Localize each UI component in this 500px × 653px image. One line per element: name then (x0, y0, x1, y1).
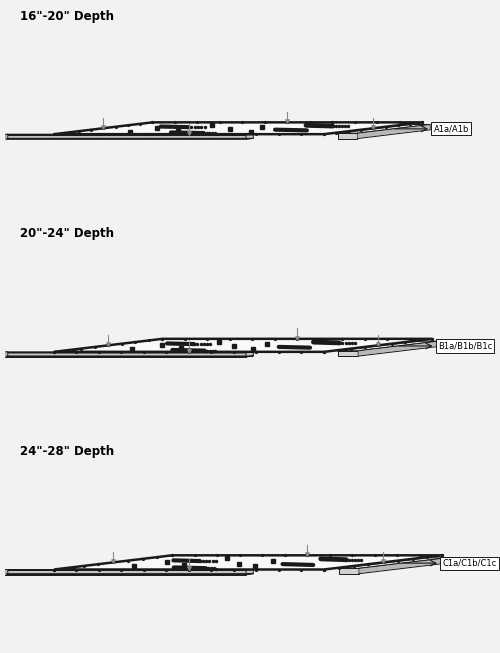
Polygon shape (0, 569, 8, 575)
Text: 16"-20" Depth: 16"-20" Depth (20, 10, 114, 23)
Polygon shape (246, 134, 254, 139)
Polygon shape (338, 351, 358, 356)
Polygon shape (0, 352, 254, 353)
Polygon shape (0, 134, 254, 135)
Polygon shape (0, 356, 254, 357)
Text: C1a/C1b/C1c: C1a/C1b/C1c (442, 558, 496, 567)
Polygon shape (0, 135, 246, 139)
Polygon shape (0, 134, 8, 139)
Text: A1a/A1b: A1a/A1b (434, 124, 469, 133)
Polygon shape (358, 341, 438, 356)
Polygon shape (339, 568, 359, 574)
Polygon shape (54, 555, 442, 569)
Polygon shape (338, 125, 430, 133)
Polygon shape (0, 138, 254, 139)
Polygon shape (0, 573, 254, 575)
Text: B1a/B1b/B1c: B1a/B1b/B1c (438, 342, 492, 351)
Polygon shape (54, 122, 422, 134)
Polygon shape (358, 125, 430, 138)
Polygon shape (0, 353, 246, 357)
Polygon shape (359, 558, 446, 574)
Polygon shape (339, 558, 446, 568)
Polygon shape (0, 352, 8, 357)
Text: 20"-24" Depth: 20"-24" Depth (20, 227, 114, 240)
Polygon shape (338, 133, 357, 138)
Polygon shape (0, 569, 254, 570)
Text: 24"-28" Depth: 24"-28" Depth (20, 445, 114, 458)
Polygon shape (338, 341, 438, 351)
Polygon shape (246, 569, 254, 575)
Polygon shape (0, 570, 246, 575)
Polygon shape (54, 339, 432, 352)
Polygon shape (246, 352, 254, 357)
